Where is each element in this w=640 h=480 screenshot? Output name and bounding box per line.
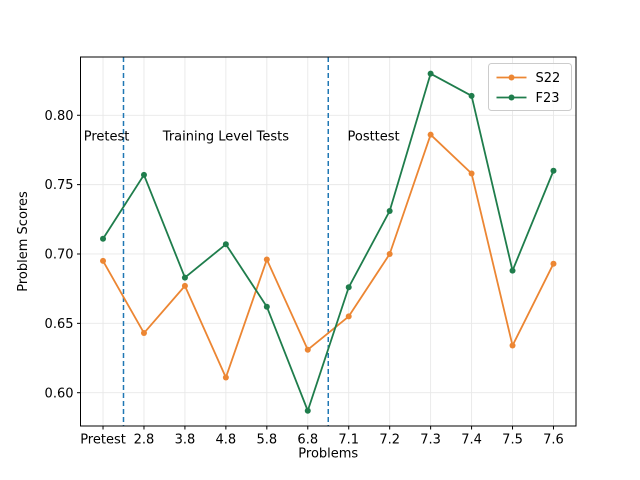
data-point-marker bbox=[304, 346, 311, 353]
data-point-marker bbox=[468, 170, 475, 177]
data-point-marker bbox=[427, 131, 434, 138]
series-s22 bbox=[100, 131, 557, 381]
data-point-marker bbox=[304, 407, 311, 414]
y-tick-label: 0.75 bbox=[45, 178, 74, 193]
data-point-marker bbox=[468, 92, 475, 99]
legend-marker-swatch bbox=[508, 94, 515, 101]
axes: 0.60 0.65 0.70 0.75 0.80 Pretest 2.8 3.8 4.8 5.8 6… bbox=[16, 56, 577, 462]
legend-entry-f23: F23 bbox=[496, 91, 560, 106]
x-tick-label: 2.8 bbox=[134, 433, 155, 448]
phase-annotations: Pretest Training Level Tests Posttest bbox=[84, 130, 400, 145]
series-f23 bbox=[100, 70, 557, 414]
x-tick-label: 7.4 bbox=[461, 433, 482, 448]
y-tick-label: 0.60 bbox=[45, 386, 74, 401]
legend-entry-s22: S22 bbox=[496, 71, 561, 86]
legend-label: S22 bbox=[536, 71, 561, 86]
x-tick-label: 4.8 bbox=[216, 433, 237, 448]
data-point-marker bbox=[263, 303, 270, 310]
data-point-marker bbox=[345, 313, 352, 320]
phase-label: Posttest bbox=[347, 130, 399, 145]
data-point-marker bbox=[345, 284, 352, 291]
data-point-marker bbox=[181, 274, 188, 281]
phase-label: Training Level Tests bbox=[162, 130, 289, 145]
series-line bbox=[102, 72, 555, 412]
data-point-marker bbox=[140, 330, 147, 337]
data-point-marker bbox=[386, 207, 393, 214]
data-point-marker bbox=[509, 342, 516, 349]
legend-marker-swatch bbox=[508, 74, 515, 81]
phase-divider-lines bbox=[122, 57, 329, 426]
y-tick-label: 0.65 bbox=[45, 317, 74, 332]
data-series bbox=[100, 70, 557, 414]
x-tick-label: 7.5 bbox=[502, 433, 523, 448]
data-point-marker bbox=[263, 256, 270, 263]
data-point-marker bbox=[386, 250, 393, 257]
x-tick-label: 5.8 bbox=[256, 433, 277, 448]
data-point-marker bbox=[427, 70, 434, 77]
y-axis-label: Problem Scores bbox=[16, 191, 31, 292]
x-tick-label: Pretest bbox=[80, 433, 126, 448]
data-point-marker bbox=[100, 235, 107, 242]
phase-label: Pretest bbox=[84, 130, 130, 145]
data-point-marker bbox=[509, 267, 516, 274]
data-point-marker bbox=[100, 257, 107, 264]
x-tick-label: 6.8 bbox=[297, 433, 318, 448]
x-tick-label: 7.6 bbox=[543, 433, 564, 448]
x-tick-label: 3.8 bbox=[175, 433, 196, 448]
x-tick-label: 7.3 bbox=[420, 433, 441, 448]
plot-frame bbox=[80, 56, 577, 427]
series-line bbox=[102, 133, 555, 379]
data-point-marker bbox=[140, 171, 147, 178]
data-point-marker bbox=[222, 241, 229, 248]
y-tick-label: 0.80 bbox=[45, 109, 74, 124]
data-point-marker bbox=[550, 167, 557, 174]
legend-label: F23 bbox=[536, 91, 560, 106]
x-tick-label: 7.1 bbox=[338, 433, 359, 448]
data-point-marker bbox=[181, 282, 188, 289]
x-axis-label: Problems bbox=[298, 447, 358, 462]
x-tick-label: 7.2 bbox=[379, 433, 400, 448]
y-tick-label: 0.70 bbox=[45, 248, 74, 263]
data-point-marker bbox=[222, 374, 229, 381]
data-point-marker bbox=[550, 260, 557, 267]
